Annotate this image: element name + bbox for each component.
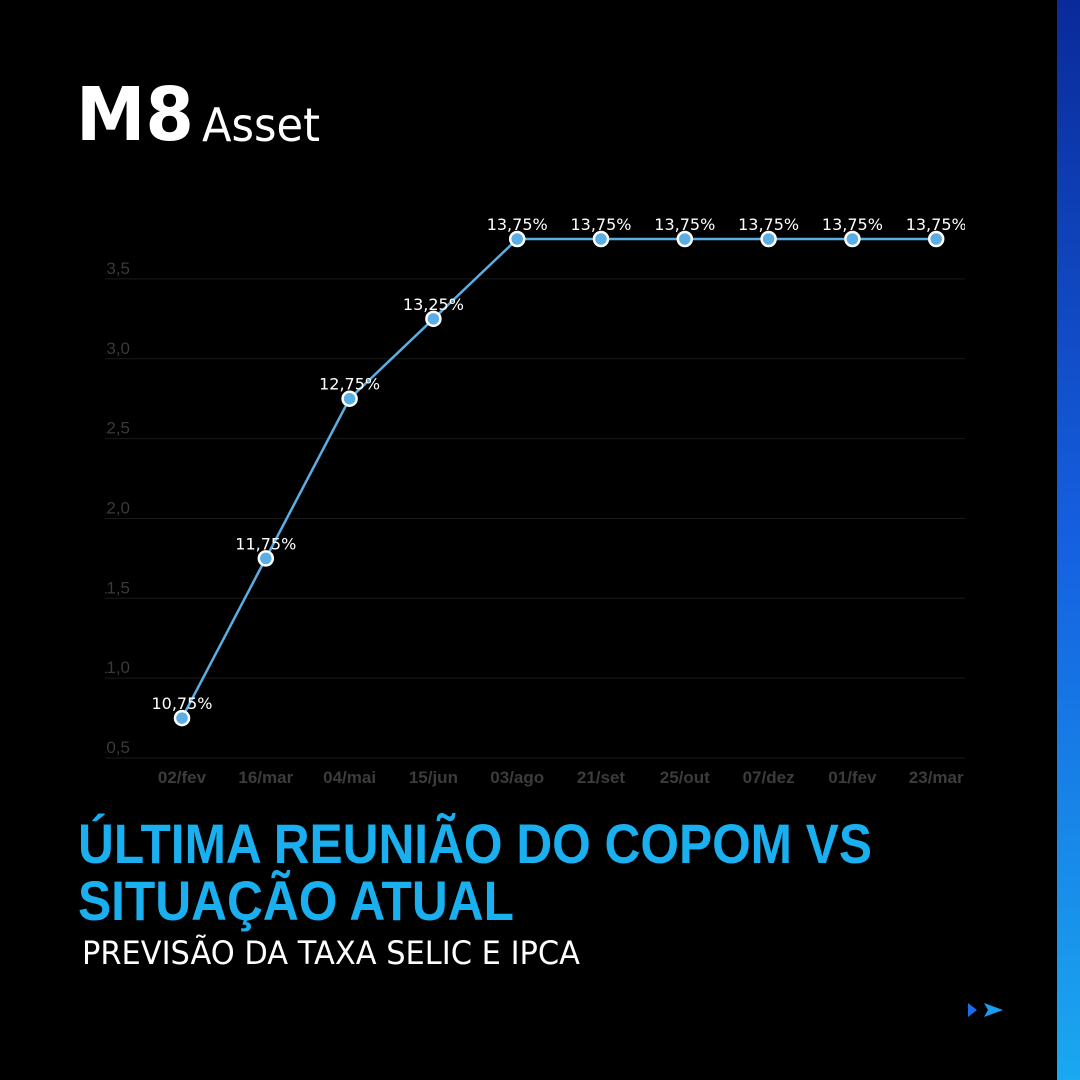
line <box>180 237 937 719</box>
value-label: 13,75% <box>738 215 799 234</box>
side-bar <box>1057 0 1080 1080</box>
value-label: 10,75% <box>151 694 212 713</box>
subtitle: PREVISÃO DA TAXA SELIC E IPCA <box>82 934 580 972</box>
logo-mark: M8 <box>76 72 194 158</box>
value-label: 13,75% <box>654 215 715 234</box>
value-label: 13,75% <box>822 215 883 234</box>
value-label: 13,75% <box>570 215 631 234</box>
y-tick-label: 13,0 <box>97 339 130 358</box>
x-tick-label: 02/fev <box>158 768 207 787</box>
value-label: 13,75% <box>906 215 967 234</box>
y-tick-label: 10,5 <box>97 738 130 757</box>
y-tick-label: 11,5 <box>98 578 130 597</box>
title-line: SITUAÇÃO ATUAL <box>78 869 514 932</box>
x-tick-label: 16/mar <box>238 768 293 787</box>
point <box>592 230 610 248</box>
point <box>760 230 777 248</box>
value-label: 12,75% <box>319 375 380 394</box>
value-label: 13,75% <box>487 215 548 234</box>
point <box>927 230 945 248</box>
y-tick-label: 13,5 <box>97 259 130 278</box>
y-tick-label: 12,0 <box>97 498 130 517</box>
y-tick-label: 11,0 <box>98 658 130 677</box>
x-tick-label: 03/ago <box>490 768 544 787</box>
x-tick-label: 23/mar <box>909 768 964 787</box>
x-tick-label: 07/dez <box>743 768 795 787</box>
x-tick-label: 15/jun <box>409 768 458 787</box>
x-tick-label: 21/set <box>577 768 626 787</box>
x-tick-label: 04/mai <box>323 768 376 787</box>
point <box>508 230 526 248</box>
x-tick-label: 25/out <box>660 768 710 787</box>
value-label: 13,25% <box>403 295 464 314</box>
plot: 10,5 11,0 11,5 12,0 12,5 13,0 13,5 02/fev 16/mar… <box>97 215 967 787</box>
next-arrows[interactable] <box>968 1003 1003 1017</box>
point <box>173 709 191 727</box>
point <box>341 390 358 407</box>
title-line: ÚLTIMA REUNIÃO DO COPOM VS <box>78 812 872 875</box>
logo-text: Asset <box>202 98 320 152</box>
point <box>844 230 861 248</box>
point <box>425 310 442 328</box>
arrow <box>984 1003 1003 1017</box>
point <box>257 550 275 567</box>
x-tick-label: 01/fev <box>828 768 877 787</box>
arrow <box>968 1003 977 1017</box>
point <box>676 230 694 248</box>
y-tick-label: 12,5 <box>97 419 130 438</box>
value-label: 11,75% <box>235 534 296 553</box>
